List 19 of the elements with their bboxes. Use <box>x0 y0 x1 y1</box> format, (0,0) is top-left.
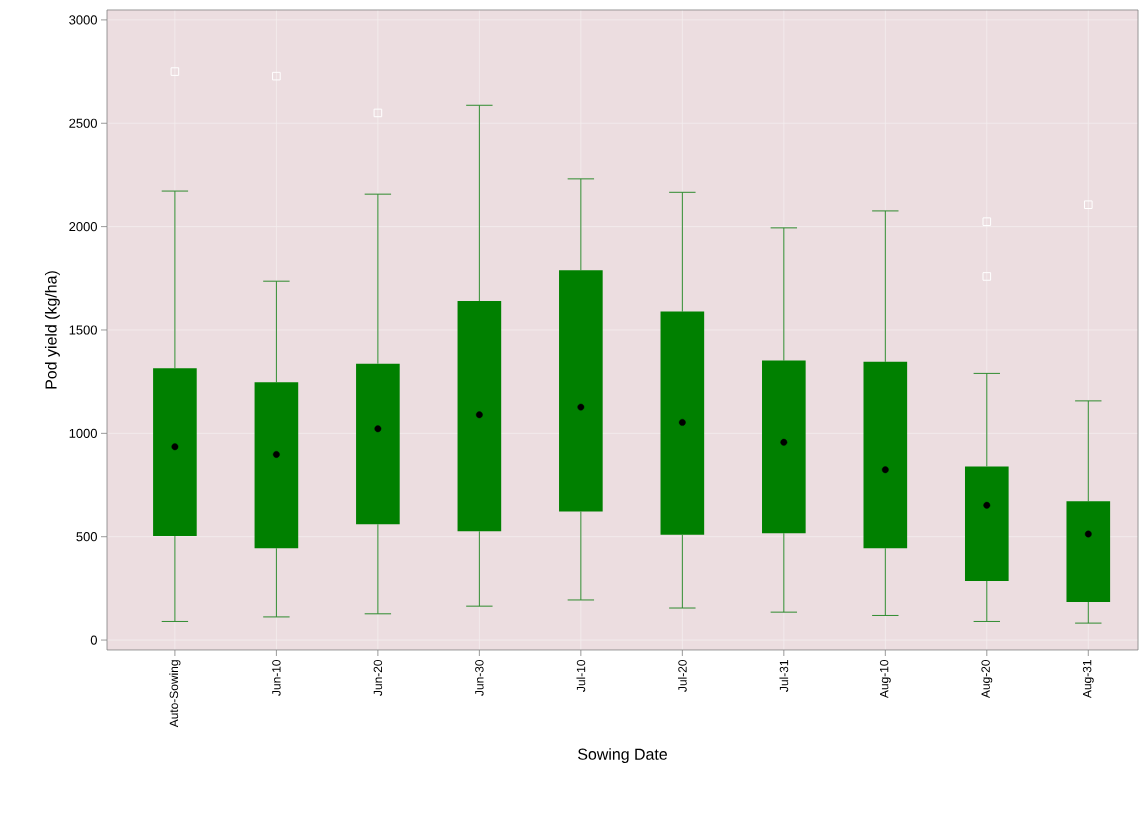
y-tick-label: 1500 <box>69 325 97 335</box>
x-tick-label: Jul-10 <box>576 659 586 692</box>
x-tick-label: Jul-20 <box>677 659 687 692</box>
x-tick-label: Aug-10 <box>879 659 891 699</box>
y-tick-label: 3000 <box>69 15 97 25</box>
y-tick-label: 1000 <box>69 428 97 438</box>
y-tick-label: 500 <box>76 532 97 542</box>
y-tick-label: 0 <box>90 635 97 645</box>
x-tick-label: Jun-10 <box>272 659 281 696</box>
x-tick-label: Aug-31 <box>1082 660 1094 699</box>
y-axis-title: Pod yield (kg/ha) <box>44 271 60 389</box>
x-tick-label: Auto-Sowing <box>169 660 181 728</box>
x-axis-title: Sowing Date <box>578 748 667 763</box>
x-tick-label: Jun-30 <box>475 659 484 696</box>
x-tick-label: Jun-20 <box>373 659 383 696</box>
y-tick-label: 2000 <box>69 222 97 232</box>
y-tick-label: 2500 <box>69 118 97 128</box>
x-tick-label: Jul-31 <box>779 660 789 692</box>
x-tick-label: Aug-20 <box>981 659 993 699</box>
